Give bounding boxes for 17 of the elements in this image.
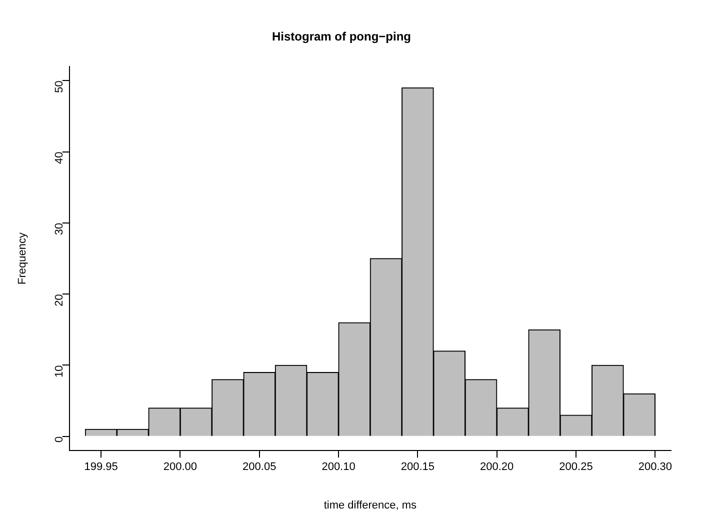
x-axis-title: time difference, ms — [324, 499, 418, 512]
x-tick-label: 200.10 — [322, 461, 356, 474]
y-tick-label: 40 — [53, 152, 66, 164]
y-tick-label: 20 — [53, 294, 66, 306]
x-tick-label: 200.30 — [638, 461, 672, 474]
y-tick-label: 10 — [53, 365, 66, 378]
x-tick-label: 199.95 — [84, 461, 118, 474]
x-tick-label: 200.15 — [400, 461, 435, 474]
y-tick-label: 30 — [53, 222, 66, 236]
x-tick-label: 200.05 — [242, 461, 276, 474]
chart-title: Histogram of pong−ping — [272, 30, 411, 44]
y-tick-label: 50 — [53, 80, 66, 93]
y-axis-title: Frequency — [16, 232, 29, 284]
x-tick-label: 200.20 — [480, 461, 514, 474]
x-tick-label: 200.00 — [163, 461, 198, 474]
y-tick-label: 0 — [53, 436, 66, 442]
x-tick-label: 200.25 — [559, 461, 593, 474]
